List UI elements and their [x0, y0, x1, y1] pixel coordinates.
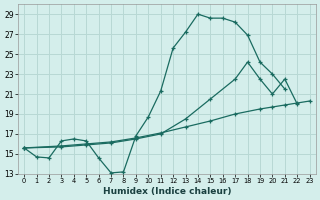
- X-axis label: Humidex (Indice chaleur): Humidex (Indice chaleur): [103, 187, 231, 196]
